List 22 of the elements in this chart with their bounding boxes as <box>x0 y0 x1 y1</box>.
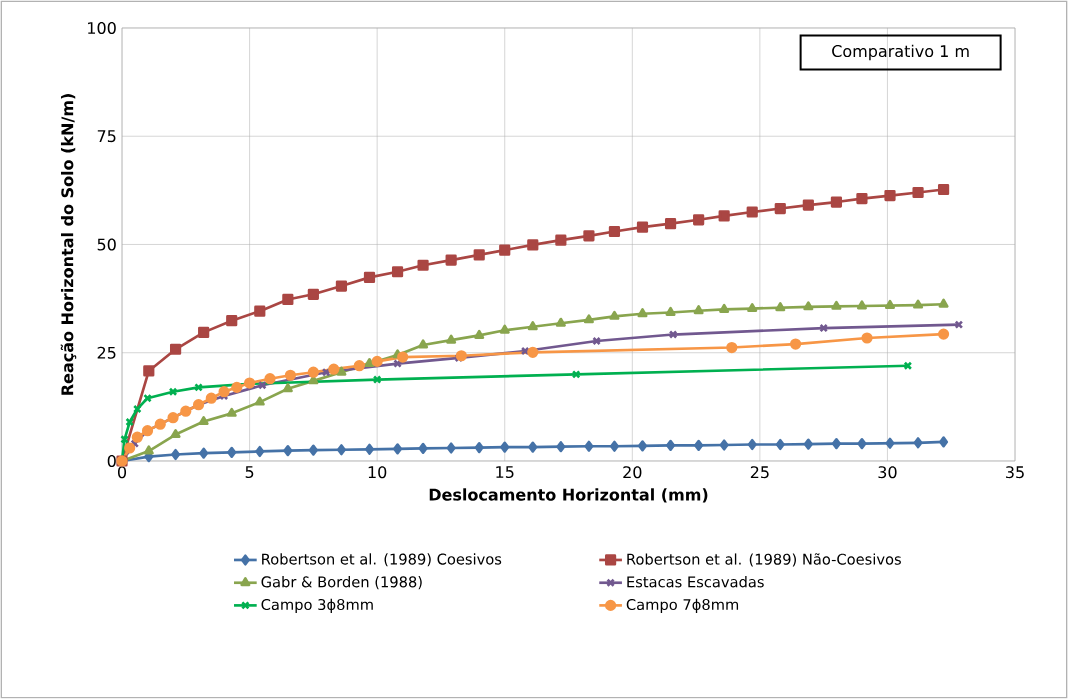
x-tick-label: 5 <box>245 466 254 479</box>
legend-label: Campo 3ϕ8mm <box>261 598 373 613</box>
x-axis-title: Deslocamento Horizontal (mm) <box>429 488 708 503</box>
annotation: Comparativo 1 m <box>832 44 969 61</box>
y-tick-label: 0 <box>107 454 116 468</box>
x-tick-label: 25 <box>750 466 769 479</box>
x-tick-label: 20 <box>623 466 642 479</box>
y-tick-label: 75 <box>97 130 116 143</box>
y-tick-label: 25 <box>97 346 116 359</box>
x-tick-label: 10 <box>368 466 387 479</box>
legend-label: Estacas Escavadas <box>627 576 764 588</box>
y-tick-label: 100 <box>88 21 116 35</box>
x-tick-label: 15 <box>496 466 514 479</box>
x-tick-label: 35 <box>1006 466 1024 479</box>
legend-label: Gabr & Borden (1988) <box>261 576 422 590</box>
legend-label: Robertson et al. (1989) Não-Coesivos <box>627 553 901 567</box>
y-tick-label: 50 <box>97 238 116 251</box>
legend-label: Campo 7ϕ8mm <box>626 598 739 613</box>
legend-label: Robertson et al. (1989) Coesivos <box>262 553 502 567</box>
x-tick-label: 0 <box>117 466 127 479</box>
y-axis-title: Reação Horizontal do Solo (kN/m) <box>60 94 77 395</box>
x-tick-label: 30 <box>878 466 897 479</box>
